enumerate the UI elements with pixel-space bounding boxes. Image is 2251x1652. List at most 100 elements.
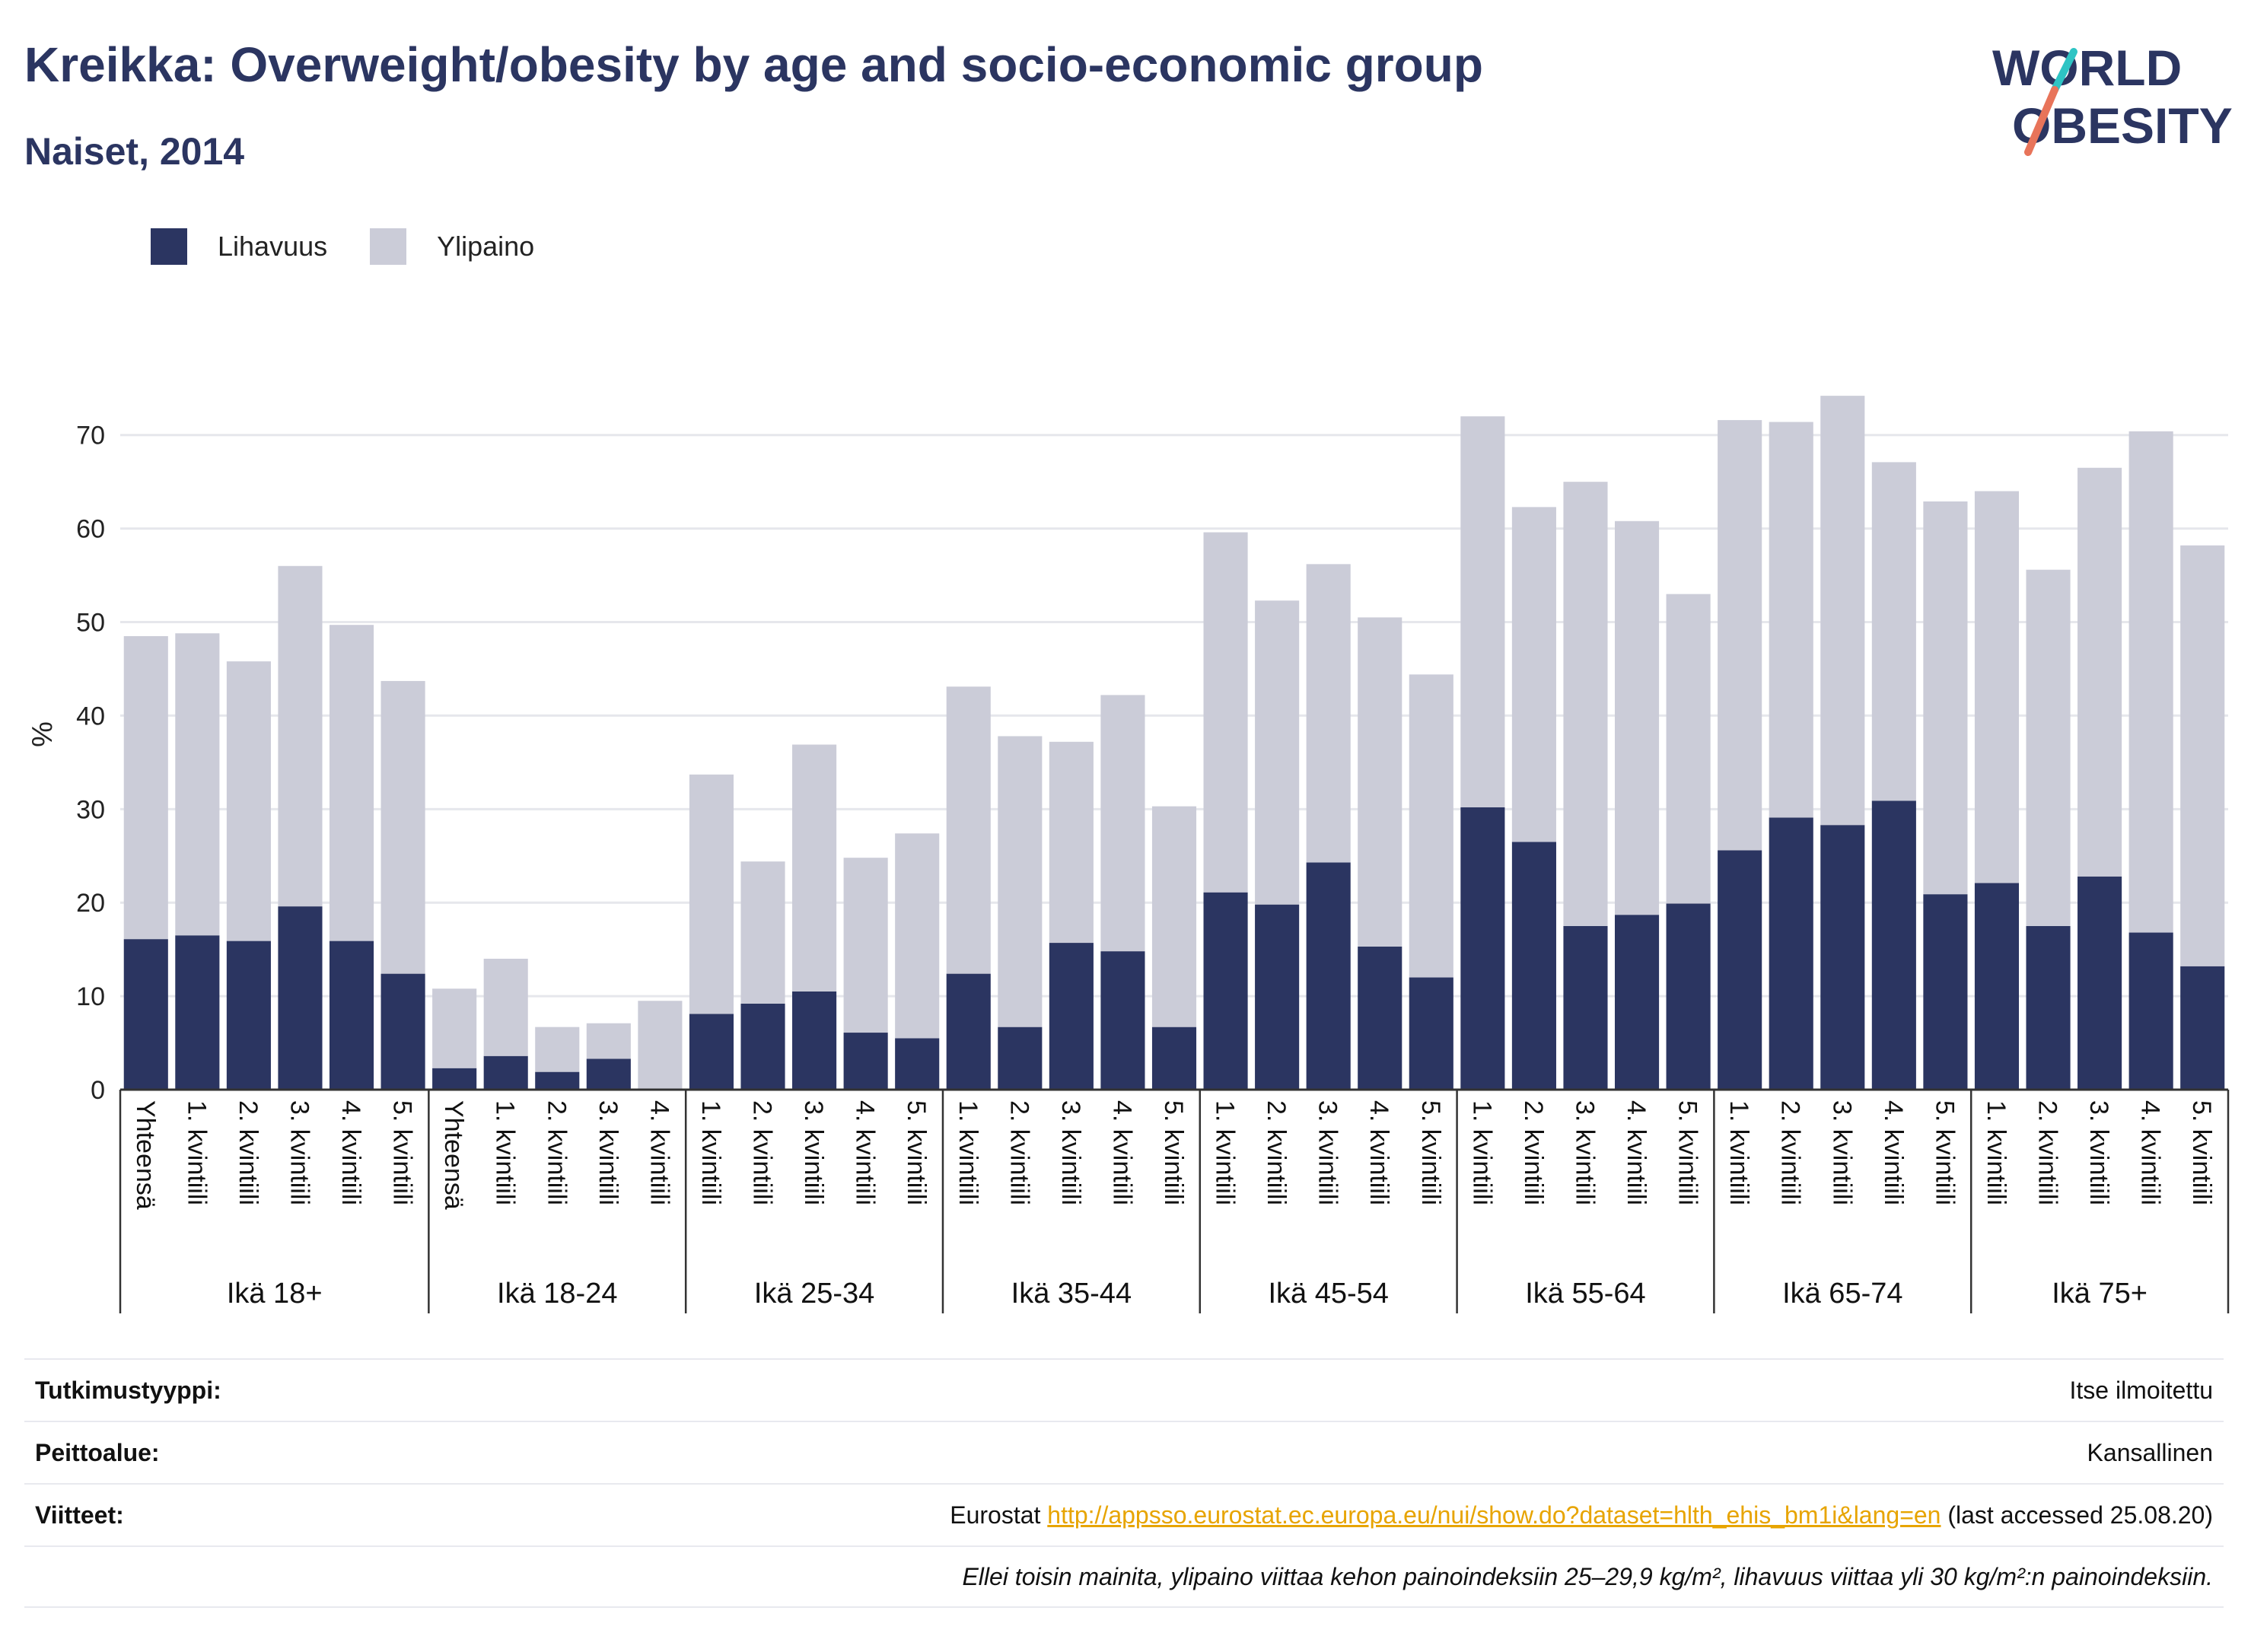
bar-ylipaino	[329, 625, 374, 941]
bar-ylipaino	[1511, 507, 1556, 842]
group-label: Ikä 65-74	[1782, 1278, 1902, 1310]
info-row-study-type: Tutkimustyyppi: Itse ilmoitettu	[24, 1358, 2224, 1421]
y-tick-label: 10	[76, 982, 105, 1011]
bar-lihavuus	[1666, 903, 1711, 1090]
bar-lihavuus	[2077, 876, 2122, 1090]
legend-label-obesity: Lihavuus	[218, 231, 328, 262]
bar-ylipaino	[1203, 532, 1248, 893]
bar-lihavuus	[1820, 825, 1865, 1090]
x-tick-label: 2. kvintiili	[542, 1100, 571, 1205]
bar-ylipaino	[1460, 416, 1505, 807]
bar-ylipaino	[1049, 741, 1094, 944]
legend-item-obesity: Lihavuus	[151, 228, 327, 265]
info-table: Tutkimustyyppi: Itse ilmoitettu Peittoal…	[24, 1358, 2224, 1608]
bar-lihavuus	[1718, 850, 1762, 1090]
bar-lihavuus	[535, 1071, 580, 1090]
bar-ylipaino	[432, 988, 477, 1068]
logo-slash-teal-icon	[2051, 48, 2077, 94]
bar-lihavuus	[586, 1058, 631, 1090]
bar-ylipaino	[843, 858, 888, 1033]
x-tick-label: 5. kvintiili	[2187, 1100, 2216, 1205]
group-label: Ikä 18-24	[497, 1278, 617, 1310]
bar-ylipaino	[380, 680, 425, 974]
x-tick-label: 4. kvintiili	[1107, 1100, 1136, 1205]
reference-link[interactable]: http://appsso.eurostat.ec.europa.eu/nui/…	[1047, 1501, 1941, 1529]
bar-lihavuus	[1974, 883, 2020, 1090]
bar-ylipaino	[2128, 431, 2173, 933]
bar-ylipaino	[2026, 569, 2071, 926]
info-label: Peittoalue:	[35, 1438, 160, 1466]
chart-legend: Lihavuus Ylipaino	[151, 225, 577, 268]
chart-title: Kreikka: Overweight/obesity by age and s…	[24, 37, 1483, 92]
bar-ylipaino	[1100, 695, 1145, 952]
x-tick-label: 1. kvintiili	[1982, 1100, 2011, 1205]
bar-lihavuus	[278, 906, 323, 1090]
bar-ylipaino	[1563, 482, 1608, 926]
bar-ylipaino	[1666, 594, 1711, 904]
bar-lihavuus	[2180, 966, 2225, 1090]
bar-lihavuus	[998, 1027, 1043, 1090]
x-tick-label: 2. kvintiili	[1519, 1100, 1548, 1205]
world-obesity-logo: WORLD OBESITY	[1992, 40, 2233, 156]
x-tick-label: 5. kvintiili	[388, 1100, 417, 1205]
x-tick-label: Yhteensä	[131, 1100, 160, 1210]
x-tick-label: 5. kvintiili	[1416, 1100, 1445, 1205]
logo-line1: WORLD	[1992, 40, 2182, 96]
reference-suffix: (last accessed 25.08.20)	[1947, 1501, 2213, 1529]
bar-lihavuus	[1923, 894, 1968, 1090]
bar-ylipaino	[483, 958, 528, 1056]
bar-ylipaino	[1614, 520, 1660, 915]
x-tick-label: 4. kvintiili	[1364, 1100, 1393, 1205]
group-label: Ikä 25-34	[754, 1278, 874, 1310]
bar-lihavuus	[483, 1055, 528, 1090]
x-tick-label: 3. kvintiili	[594, 1100, 622, 1205]
bar-lihavuus	[1460, 807, 1505, 1090]
y-tick-label: 30	[76, 795, 105, 824]
info-row-note: Ellei toisin mainita, ylipaino viittaa k…	[24, 1545, 2224, 1608]
group-label: Ikä 18+	[227, 1278, 323, 1310]
bar-ylipaino	[689, 774, 734, 1014]
x-tick-label: 5. kvintiili	[902, 1100, 931, 1205]
bar-lihavuus	[123, 939, 168, 1090]
bar-ylipaino	[1358, 617, 1402, 947]
group-label: Ikä 75+	[2052, 1278, 2148, 1310]
bar-lihavuus	[432, 1068, 477, 1090]
x-tick-label: 1. kvintiili	[491, 1100, 520, 1205]
y-axis-label: %	[27, 721, 59, 747]
bar-lihavuus	[1306, 862, 1351, 1090]
bar-ylipaino	[278, 565, 323, 907]
bar-ylipaino	[123, 635, 168, 940]
bar-lihavuus	[1100, 951, 1145, 1090]
bar-ylipaino	[638, 1001, 683, 1090]
x-tick-label: 5. kvintiili	[1673, 1100, 1702, 1205]
bar-ylipaino	[998, 736, 1043, 1027]
bar-ylipaino	[1820, 396, 1865, 826]
logo-slash-coral-icon	[2024, 86, 2058, 156]
group-label: Ikä 35-44	[1011, 1278, 1132, 1310]
legend-label-overweight: Ylipaino	[437, 231, 535, 262]
x-tick-label: 3. kvintiili	[1827, 1100, 1856, 1205]
bar-lihavuus	[1563, 925, 1608, 1090]
y-tick-label: 40	[76, 702, 105, 731]
x-tick-label: 5. kvintiili	[1159, 1100, 1188, 1205]
bar-lihavuus	[1614, 915, 1660, 1090]
bar-ylipaino	[226, 661, 271, 941]
bar-ylipaino	[1718, 420, 1762, 851]
bar-lihavuus	[689, 1014, 734, 1090]
x-tick-label: 3. kvintiili	[1056, 1100, 1085, 1205]
x-tick-label: 4. kvintiili	[851, 1100, 880, 1205]
x-tick-label: 1. kvintiili	[182, 1100, 211, 1205]
x-tick-label: 4. kvintiili	[2136, 1100, 2165, 1205]
bar-lihavuus	[740, 1003, 785, 1090]
bar-ylipaino	[535, 1027, 580, 1072]
x-tick-label: Yhteensä	[439, 1100, 468, 1210]
legend-swatch-overweight	[370, 228, 407, 265]
chart-subtitle: Naiset, 2014	[24, 130, 245, 173]
x-tick-label: 4. kvintiili	[1622, 1100, 1651, 1205]
x-tick-label: 4. kvintiili	[1879, 1100, 1908, 1205]
bar-lihavuus	[1358, 946, 1402, 1090]
bar-ylipaino	[175, 633, 220, 936]
group-label: Ikä 45-54	[1268, 1278, 1388, 1310]
bar-lihavuus	[2128, 932, 2173, 1090]
x-tick-label: 2. kvintiili	[1262, 1100, 1291, 1205]
